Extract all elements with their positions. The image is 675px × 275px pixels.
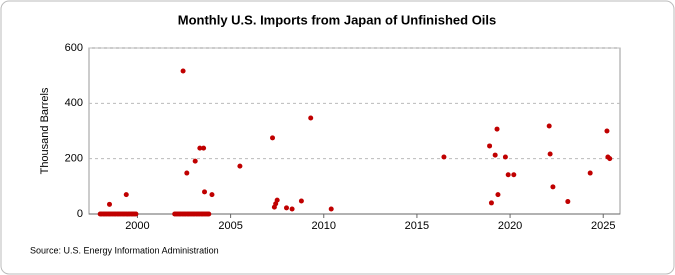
point — [209, 192, 215, 198]
point — [184, 170, 190, 176]
y-tick-label: 400 — [65, 97, 83, 109]
x-tick-label: 2025 — [591, 220, 615, 232]
point — [270, 135, 276, 141]
point — [505, 172, 511, 178]
point — [492, 152, 498, 158]
point — [587, 170, 593, 176]
point — [283, 205, 289, 211]
point — [274, 197, 280, 203]
point — [298, 198, 304, 204]
point — [308, 115, 314, 121]
source-note: Source: U.S. Energy Information Administ… — [30, 245, 219, 255]
x-tick-label: 2000 — [125, 220, 149, 232]
x-tick-label: 2020 — [498, 220, 522, 232]
point — [607, 156, 613, 162]
chart-title: Monthly U.S. Imports from Japan of Unfin… — [178, 12, 497, 27]
point — [547, 151, 553, 157]
y-tick-label: 600 — [65, 42, 83, 54]
point — [511, 172, 517, 178]
point — [201, 145, 207, 151]
point — [487, 143, 493, 149]
point — [328, 206, 334, 212]
point — [550, 184, 556, 190]
point — [123, 192, 129, 198]
point — [237, 163, 243, 169]
point — [604, 128, 610, 134]
point — [180, 68, 186, 74]
point — [192, 158, 198, 164]
plot-area — [88, 47, 621, 215]
x-tick-label: 2005 — [218, 220, 242, 232]
y-axis-label: Thousand Barrels — [39, 87, 51, 174]
point — [206, 211, 212, 217]
point — [495, 192, 501, 198]
point — [202, 189, 208, 195]
y-tick-label: 0 — [77, 208, 83, 220]
point — [441, 154, 447, 160]
point — [289, 206, 295, 212]
point — [494, 126, 500, 132]
point — [488, 200, 494, 206]
point — [546, 123, 552, 129]
point — [502, 154, 508, 160]
y-tick-label: 200 — [65, 153, 83, 165]
point — [565, 199, 571, 205]
point — [197, 145, 203, 151]
x-tick-label: 2010 — [312, 220, 336, 232]
point — [133, 211, 139, 217]
x-tick-label: 2015 — [405, 220, 429, 232]
point — [106, 201, 112, 207]
